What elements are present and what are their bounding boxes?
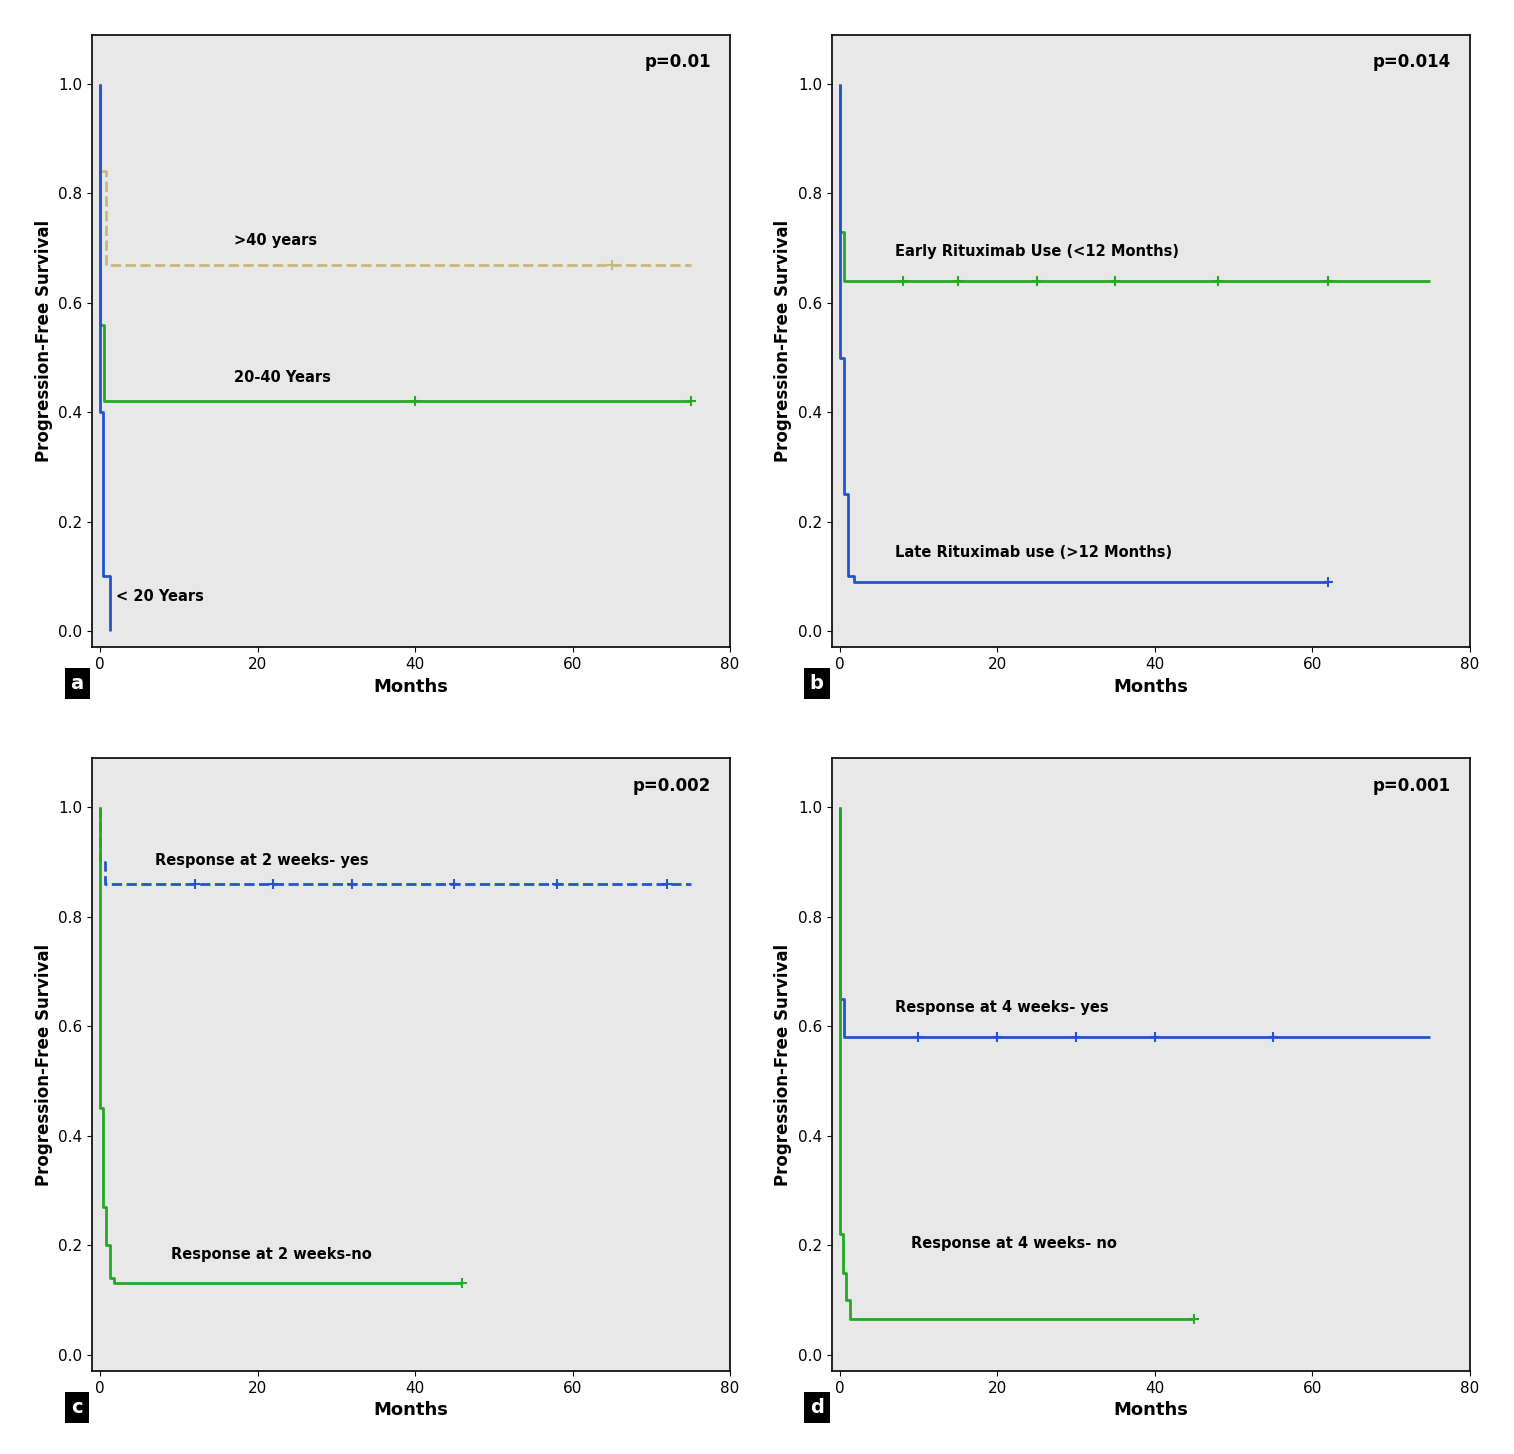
Text: a: a <box>71 675 83 694</box>
Text: p=0.01: p=0.01 <box>645 54 712 71</box>
Text: 20-40 Years: 20-40 Years <box>235 369 332 385</box>
X-axis label: Months: Months <box>1113 678 1188 696</box>
X-axis label: Months: Months <box>1113 1402 1188 1419</box>
Y-axis label: Progression-Free Survival: Progression-Free Survival <box>774 944 792 1185</box>
Text: p=0.002: p=0.002 <box>633 776 712 795</box>
Text: Early Rituximab Use (<12 Months): Early Rituximab Use (<12 Months) <box>895 244 1179 259</box>
Text: Response at 4 weeks- yes: Response at 4 weeks- yes <box>895 1000 1108 1015</box>
Text: p=0.014: p=0.014 <box>1372 54 1450 71</box>
Y-axis label: Progression-Free Survival: Progression-Free Survival <box>774 220 792 462</box>
Y-axis label: Progression-Free Survival: Progression-Free Survival <box>35 944 53 1185</box>
X-axis label: Months: Months <box>374 678 448 696</box>
Text: Response at 4 weeks- no: Response at 4 weeks- no <box>910 1236 1116 1250</box>
Text: Response at 2 weeks-no: Response at 2 weeks-no <box>171 1246 372 1262</box>
Text: d: d <box>810 1397 824 1416</box>
Y-axis label: Progression-Free Survival: Progression-Free Survival <box>35 220 53 462</box>
Text: p=0.001: p=0.001 <box>1372 776 1450 795</box>
Text: Response at 2 weeks- yes: Response at 2 weeks- yes <box>156 852 369 868</box>
Text: b: b <box>810 675 824 694</box>
Text: >40 years: >40 years <box>235 233 316 249</box>
X-axis label: Months: Months <box>374 1402 448 1419</box>
Text: Late Rituximab use (>12 Months): Late Rituximab use (>12 Months) <box>895 545 1172 560</box>
Text: c: c <box>71 1397 83 1416</box>
Text: < 20 Years: < 20 Years <box>117 589 204 603</box>
